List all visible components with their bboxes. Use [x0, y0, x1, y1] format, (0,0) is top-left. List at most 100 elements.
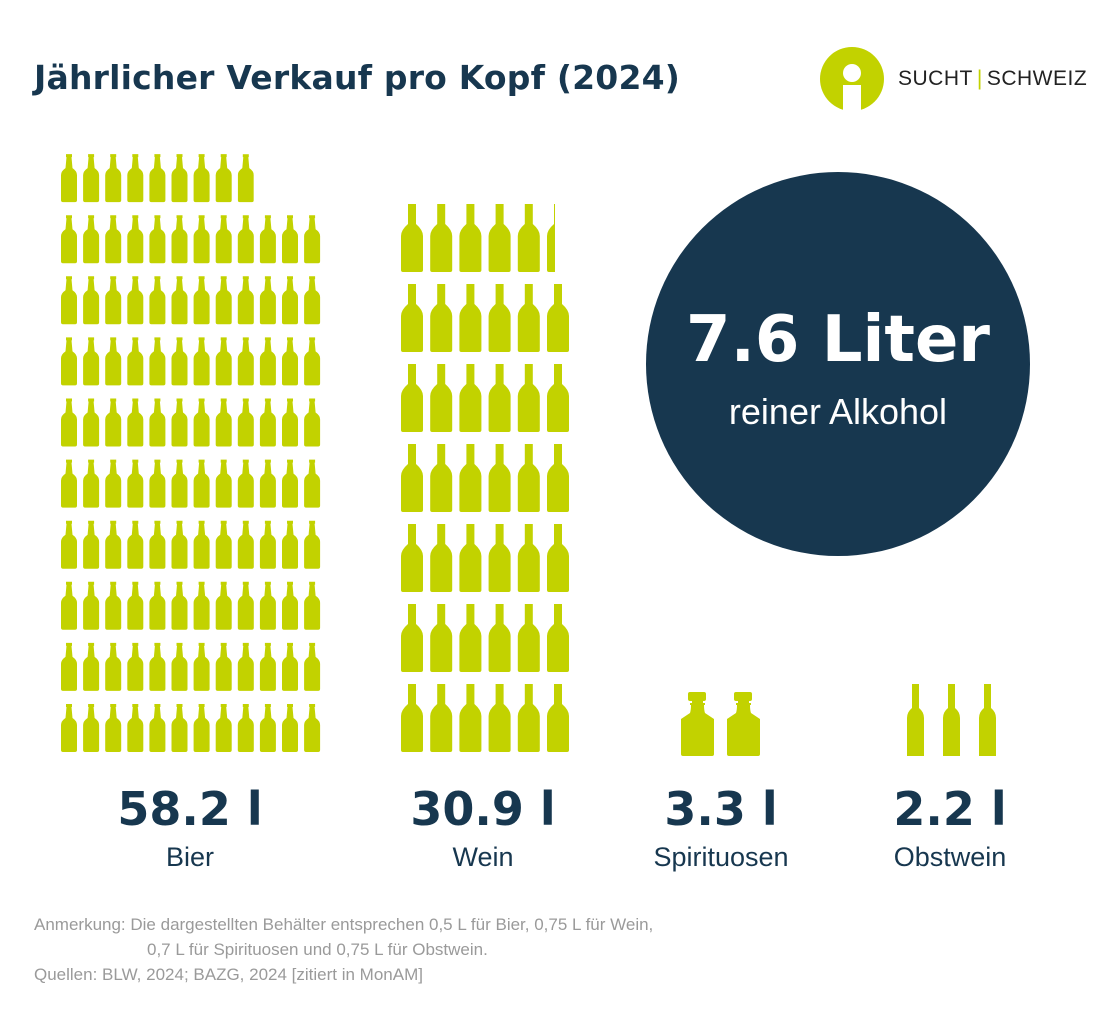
total-alcohol-circle: 7.6 Liter reiner Alkohol [646, 172, 1030, 556]
beer-bottle-icon [237, 337, 254, 386]
beer-bottle-icon [127, 215, 144, 264]
beer-bottle-icon [259, 704, 276, 752]
fruit-wine-label: Obstwein [893, 842, 1007, 872]
wine-bottle-icon [401, 524, 423, 592]
beer-bottle-icon [127, 520, 144, 569]
wine-bottle-icon [517, 444, 540, 512]
wine-bottle-icon [517, 524, 540, 592]
beer-bottle-icon [149, 337, 166, 386]
beer-bottle-icon [171, 704, 188, 752]
beer-bottle-icon [304, 642, 321, 691]
beer-bottle-icon [237, 276, 254, 325]
beer-value: 58.2 l [117, 782, 263, 836]
beer-bottle-icon [171, 398, 188, 447]
beer-bottle-icon [259, 581, 276, 630]
beer-bottle-icon [83, 704, 100, 752]
beer-bottle-icon [61, 276, 77, 325]
beer-bottle-icon [61, 154, 77, 203]
beer-bottle-icon [193, 581, 210, 630]
beer-bottle-icon [304, 459, 321, 508]
beer-bottle-icon [215, 581, 232, 630]
fruit-wine-bottle-icon [907, 684, 924, 756]
beer-bottle-icon [215, 154, 232, 203]
beer-bottle-icon [193, 642, 210, 691]
wine-bottle-icon [517, 364, 540, 432]
beer-bottle-icon [259, 459, 276, 508]
fruit-wine-bottle-icon [943, 684, 960, 756]
wine-value: 30.9 l [410, 782, 556, 836]
wine-bottle-icon [488, 204, 511, 272]
wine-bottle-icon [459, 444, 482, 512]
beer-bottle-icon [83, 337, 100, 386]
beer-bottle-icon [282, 520, 298, 569]
beer-bottle-icon [282, 642, 298, 691]
beer-bottle-icon [193, 520, 210, 569]
wine-bottle-icon [488, 284, 511, 352]
wine-bottle-icon [430, 444, 453, 512]
beer-bottle-icon [282, 276, 298, 325]
beer-bottle-icon [105, 276, 122, 325]
beer-bottle-icon [83, 459, 100, 508]
beer-bottle-icon [105, 398, 122, 447]
wine-bottle-icon [430, 204, 453, 272]
note-line-2: 0,7 L für Spirituosen und 0,75 L für Obs… [147, 940, 488, 959]
beer-bottle-icon [304, 337, 321, 386]
beer-bottle-icon [215, 215, 232, 264]
beer-bottle-icon [127, 459, 144, 508]
beer-bottle-icon [237, 642, 254, 691]
beer-bottle-icon [215, 337, 232, 386]
spirits-value: 3.3 l [664, 782, 778, 836]
beer-bottle-icon [171, 154, 188, 203]
wine-bottle-icon [459, 364, 482, 432]
beer-bottle-icon [83, 215, 100, 264]
beer-bottle-icon [193, 215, 210, 264]
page-title: Jährlicher Verkauf pro Kopf (2024) [34, 58, 681, 97]
beer-bottle-icon [237, 581, 254, 630]
wine-label: Wein [452, 842, 514, 872]
wine-bottle-icon [401, 284, 423, 352]
beer-bottle-icon [193, 398, 210, 447]
beer-bottle-icon [215, 520, 232, 569]
beer-bottle-icon [215, 276, 232, 325]
wine-bottle-icon [488, 684, 511, 752]
beer-bottle-icon [127, 704, 144, 752]
spirits-label: Spirituosen [653, 842, 789, 872]
fruit-wine-bottle-icon [979, 684, 996, 756]
beer-bottle-icon [127, 581, 144, 630]
beer-bottle-icon [61, 642, 77, 691]
note-line-1: Anmerkung: Die dargestellten Behälter en… [34, 915, 654, 934]
wine-bottle-icon [488, 524, 511, 592]
beer-bottle-icon [282, 459, 298, 508]
beer-bottle-icon [171, 520, 188, 569]
wine-bottle-icon [430, 604, 453, 672]
wine-bottle-icon [517, 204, 540, 272]
beer-bottle-icon [105, 520, 122, 569]
wine-bottle-icon [401, 364, 423, 432]
beer-bottle-icon [149, 398, 166, 447]
wine-bottle-icon [430, 524, 453, 592]
total-alcohol-value: 7.6 Liter [686, 303, 990, 377]
beer-bottle-icon [171, 276, 188, 325]
beer-bottle-icon [83, 520, 100, 569]
beer-bottle-icon [149, 704, 166, 752]
beer-bottle-icon [237, 215, 254, 264]
wine-bottle-icon [547, 204, 555, 272]
wine-bottle-icon [401, 204, 423, 272]
beer-bottle-icon [282, 704, 298, 752]
beer-bottle-icon [193, 276, 210, 325]
spirits-bottle-icon [681, 692, 714, 756]
beer-bottle-icon [237, 704, 254, 752]
beer-bottle-icon [149, 520, 166, 569]
beer-bottle-icon [304, 520, 321, 569]
beer-bottle-icon [127, 276, 144, 325]
beer-bottle-icon [83, 154, 100, 203]
beer-bottle-icon [259, 215, 276, 264]
wine-bottle-icon [430, 364, 453, 432]
wine-bottle-icon [517, 284, 540, 352]
beer-bottle-icon [193, 704, 210, 752]
beer-bottle-icon [105, 459, 122, 508]
beer-bottle-icon [83, 398, 100, 447]
beer-bottle-icon [149, 581, 166, 630]
